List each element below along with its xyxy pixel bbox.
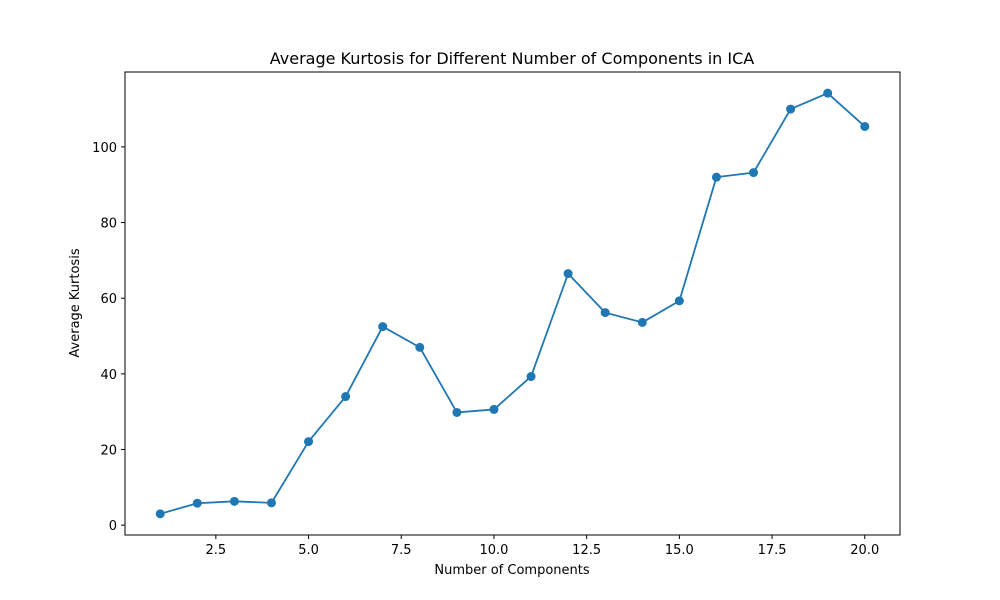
y-axis: 0 20 40 60 80 100 <box>92 141 125 534</box>
y-tick-label: 40 <box>100 368 117 383</box>
data-point <box>563 269 573 279</box>
data-point <box>711 172 721 182</box>
data-point <box>415 342 425 352</box>
x-tick-label: 15.0 <box>665 543 694 558</box>
data-point <box>749 168 759 178</box>
data-point <box>600 308 610 318</box>
data-point <box>674 296 684 306</box>
data-point <box>304 437 314 447</box>
x-tick-label: 20.0 <box>850 543 879 558</box>
y-tick-label: 100 <box>92 141 117 156</box>
x-axis: 2.5 5.0 7.5 10.0 12.5 15.0 17.5 20.0 <box>206 535 879 558</box>
data-point <box>266 498 276 508</box>
data-point <box>192 498 202 508</box>
y-axis-label: Average Kurtosis <box>68 248 83 357</box>
y-tick-label: 0 <box>109 519 117 534</box>
data-point <box>823 88 833 98</box>
data-point <box>786 104 796 114</box>
data-point <box>489 404 499 414</box>
chart-title: Average Kurtosis for Different Number of… <box>270 49 755 68</box>
data-point <box>452 407 462 417</box>
data-point <box>155 509 165 519</box>
data-point <box>378 322 388 332</box>
data-point <box>860 121 870 131</box>
axes-frame <box>124 71 901 536</box>
y-tick-label: 60 <box>100 292 117 307</box>
y-tick-label: 20 <box>100 444 117 459</box>
data-point <box>229 496 239 506</box>
x-tick-label: 2.5 <box>206 543 227 558</box>
data-point <box>526 372 536 382</box>
x-tick-label: 7.5 <box>391 543 412 558</box>
x-axis-label: Number of Components <box>434 563 589 578</box>
y-tick-label: 80 <box>100 217 117 232</box>
plot-area <box>155 88 870 519</box>
series-line <box>159 92 866 515</box>
x-tick-label: 12.5 <box>572 543 601 558</box>
x-tick-label: 10.0 <box>479 543 508 558</box>
data-point <box>637 317 647 327</box>
x-tick-label: 5.0 <box>298 543 319 558</box>
data-point <box>341 392 351 402</box>
x-tick-label: 17.5 <box>758 543 787 558</box>
